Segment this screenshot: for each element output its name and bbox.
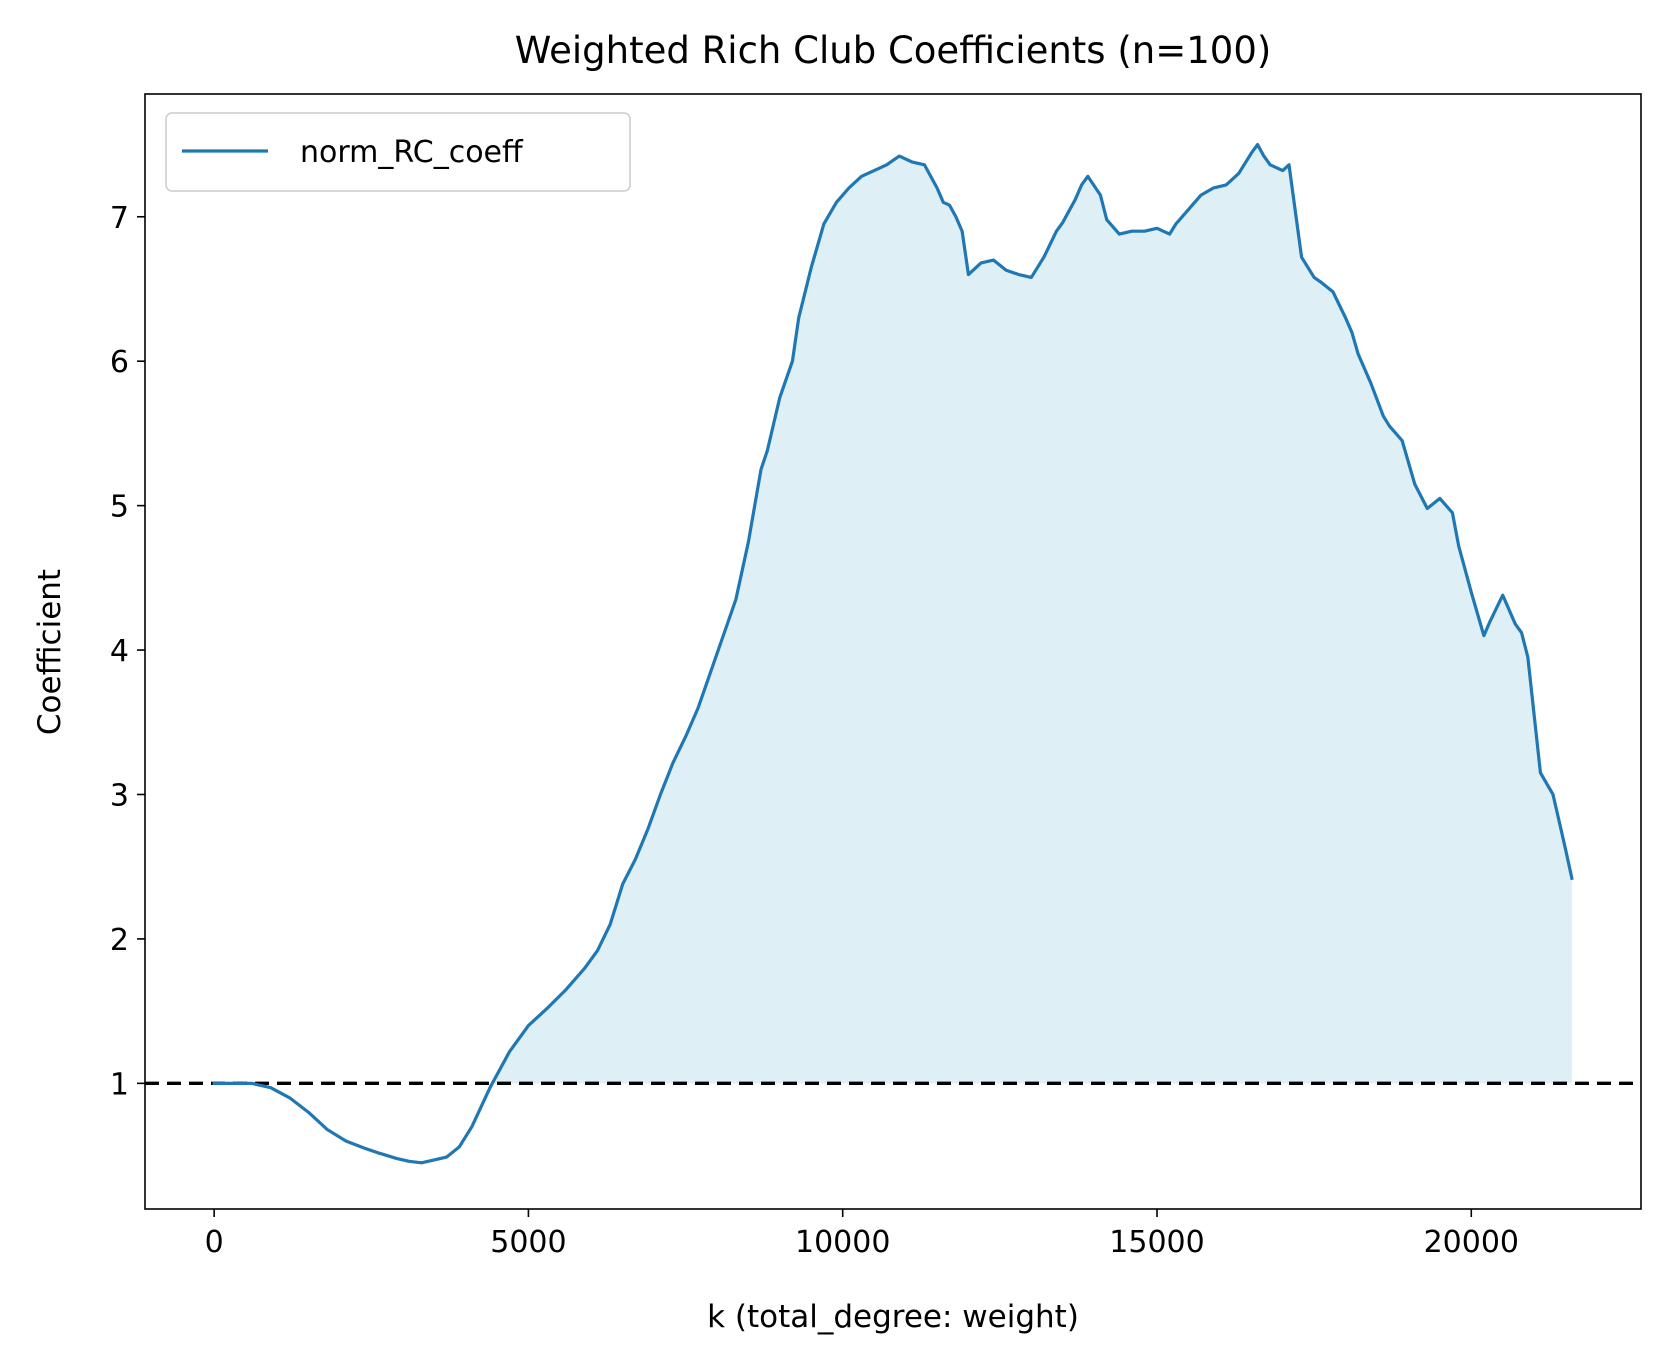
x-tick-label: 5000 <box>490 1225 566 1260</box>
series-line-norm-rc-coeff <box>212 142 1574 1165</box>
x-tick-label: 0 <box>205 1225 224 1260</box>
chart-title: Weighted Rich Club Coefficients (n=100) <box>515 29 1272 72</box>
y-tick-label: 2 <box>110 923 129 958</box>
area-layer <box>214 144 1572 1084</box>
x-tick-label: 10000 <box>795 1225 890 1260</box>
plot-frame <box>144 93 1642 1210</box>
y-tick-label: 3 <box>110 778 129 813</box>
area-fill-above-reference <box>214 144 1572 1084</box>
y-tick-label: 6 <box>110 345 129 380</box>
legend: norm_RC_coeff <box>165 112 631 192</box>
y-tick-label: 4 <box>110 634 129 669</box>
y-tick-label: 1 <box>110 1067 129 1102</box>
y-tick-label: 7 <box>110 201 129 236</box>
series-layer <box>212 142 1574 1165</box>
x-tick-label: 15000 <box>1109 1225 1204 1260</box>
legend-entry-norm-rc-coeff: norm_RC_coeff <box>300 135 524 170</box>
y-tick-label: 5 <box>110 490 129 525</box>
legend-frame <box>165 112 631 192</box>
y-axis-label: Coefficient <box>32 569 68 735</box>
y-axis-ticks: 1 2 3 4 5 6 7 <box>110 201 145 1102</box>
x-tick-label: 20000 <box>1424 1225 1519 1260</box>
x-axis-ticks: 0 5000 10000 15000 20000 <box>205 1209 1519 1260</box>
x-axis-label: k (total_degree: weight) <box>707 1299 1079 1335</box>
